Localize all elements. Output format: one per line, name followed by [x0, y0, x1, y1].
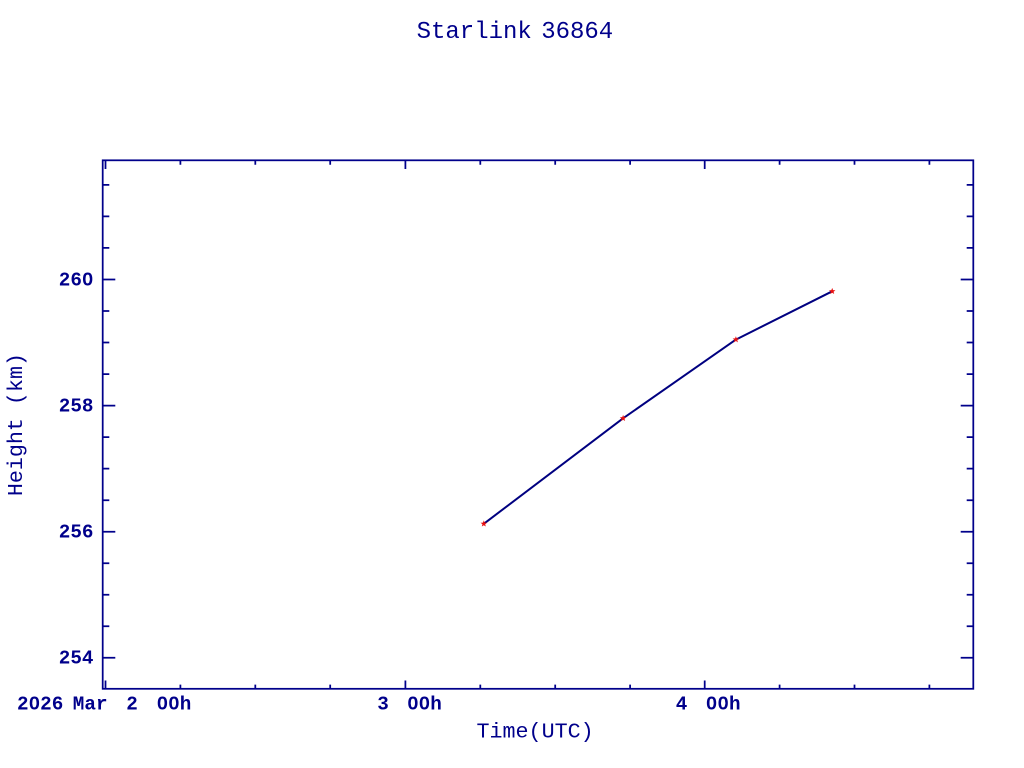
- svg-text:258: 258: [59, 395, 94, 417]
- svg-text:Time(UTC): Time(UTC): [477, 720, 594, 745]
- svg-text:3: 3: [377, 693, 389, 715]
- svg-text:Mar: Mar: [73, 693, 108, 715]
- svg-text:2026: 2026: [17, 693, 63, 715]
- svg-text:2: 2: [126, 693, 138, 715]
- svg-text:256: 256: [59, 522, 94, 544]
- svg-text:260: 260: [59, 269, 94, 291]
- svg-text:Height (km): Height (km): [4, 353, 29, 496]
- svg-text:Starlink: Starlink: [417, 19, 532, 46]
- svg-text:36864: 36864: [541, 19, 613, 46]
- svg-text:4: 4: [676, 693, 688, 715]
- svg-text:254: 254: [59, 648, 94, 670]
